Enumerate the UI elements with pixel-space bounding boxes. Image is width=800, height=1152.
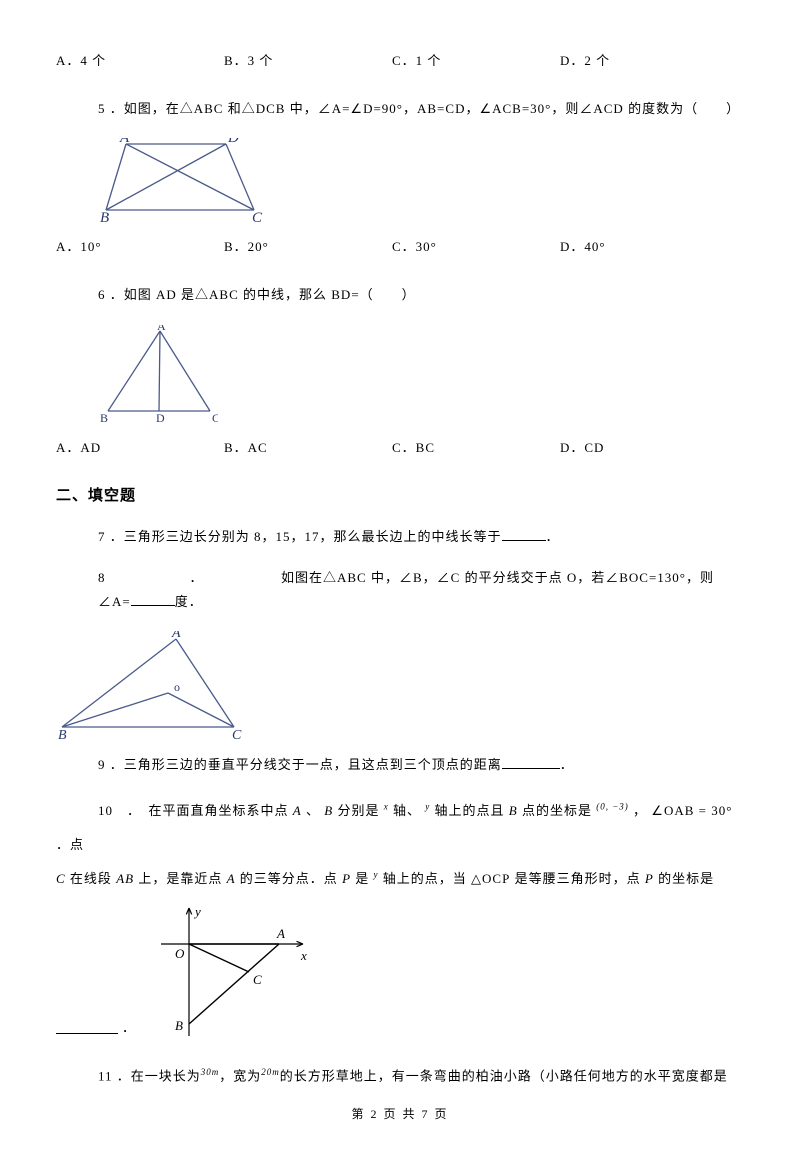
svg-text:A: A [119,138,130,146]
q10-y2: y [374,870,379,880]
q10-l1g: ， [633,803,647,818]
svg-text:B: B [58,728,67,739]
q11-post: 的长方形草地上，有一条弯曲的柏油小路（小路任何地方的水平宽度都是 [280,1068,728,1083]
q10-blank [56,1021,118,1034]
q11-wid: 20m [261,1067,280,1077]
q10-dot: ． [122,1017,135,1036]
q10-l1f: 点的坐标是 [522,803,592,818]
q6-opt-b: B．AC [224,437,392,456]
svg-text:y: y [193,904,201,919]
footer-a: 第 [351,1107,370,1121]
q10-l1h: ．点 [56,837,84,852]
footer-b: 页 共 [378,1107,421,1121]
q10-l1c: 分别是 [337,803,379,818]
q5-figure: A D B C [98,138,744,222]
q5-opt-d: D．40° [560,236,728,255]
footer-c: 页 [430,1107,449,1121]
q10-coord: (0, −3) [596,802,629,812]
q8-blank [131,593,175,606]
q10-l2a: 在线段 [70,871,112,886]
q9-blank [502,756,560,769]
q10-ang: ∠OAB = 30° [651,803,732,818]
q10-A1: A [293,803,302,818]
q10-B2: B [509,803,518,818]
q10-B1: B [324,803,333,818]
q10-C1: C [56,871,66,886]
q9: 9 ．三角形三边的垂直平分线交于一点，且这点到三个顶点的距离 ． [98,753,744,776]
svg-text:C: C [252,210,263,222]
q7-pre: 7 ．三角形三边长分别为 8，15，17，那么最长边上的中线长等于 [98,529,502,544]
svg-text:x: x [300,948,307,963]
q10-l2g: 的坐标是 [658,871,714,886]
q11-len: 30m [201,1067,220,1077]
svg-text:A: A [157,325,166,333]
footer-total: 7 [422,1107,430,1121]
q4-opt-c: C．1 个 [392,50,560,69]
q7-blank [502,528,546,541]
q5-text: 5 ．如图，在△ABC 和△DCB 中，∠A=∠D=90°，AB=CD，∠ACB… [98,97,744,120]
svg-text:o: o [174,680,180,694]
q6-opt-d: D．CD [560,437,728,456]
q10-A2: A [227,871,236,886]
q10-l2c: 的三等分点．点 [240,871,338,886]
q6-options: A．AD B．AC C．BC D．CD [56,437,744,456]
q10-l2e: 轴上的点，当 [383,871,467,886]
svg-text:C: C [232,728,242,739]
q6-figure: A B C D [98,325,744,423]
q9-post: ． [560,757,574,772]
svg-text:C: C [253,972,262,987]
q10-l1d: 轴、 [393,803,421,818]
q8: 8 ． 如图在△ABC 中，∠B，∠C 的平分线交于点 O，若∠BOC=130°… [98,566,744,613]
page-footer: 第 2 页 共 7 页 [56,1105,744,1122]
q10-l2d: 是 [355,871,369,886]
q10-P2: P [645,871,654,886]
q8-figure: A B Co [56,631,744,739]
svg-text:A: A [276,926,285,941]
svg-text:D: D [227,138,239,146]
q10-figure-row: ． O A B Cx y [56,904,744,1046]
q7-post: ． [546,529,560,544]
q6-opt-c: C．BC [392,437,560,456]
q10-AB: AB [116,871,134,886]
q10-tri: △OCP [471,871,510,886]
q10-l2f: 是等腰三角形时，点 [515,871,641,886]
q9-pre: 9 ．三角形三边的垂直平分线交于一点，且这点到三个顶点的距离 [98,757,502,772]
q10-l1b: 、 [306,803,320,818]
svg-text:B: B [175,1018,183,1033]
q10-l2b: 上，是靠近点 [138,871,222,886]
q6-opt-a: A．AD [56,437,224,456]
q5-opt-b: B．20° [224,236,392,255]
q7: 7 ．三角形三边长分别为 8，15，17，那么最长边上的中线长等于 ． [98,525,744,548]
q10-y1: y [425,802,430,812]
q11-pre: 11 ．在一块长为 [98,1068,201,1083]
svg-text:O: O [175,946,185,961]
q4-opt-a: A．4 个 [56,50,224,69]
svg-text:B: B [100,210,109,222]
q5-opt-a: A．10° [56,236,224,255]
q10-P1: P [342,871,351,886]
q6-text: 6 ．如图 AD 是△ABC 的中线，那么 BD=（ ） [98,283,744,306]
q10-x1: x [384,802,389,812]
q5-options: A．10° B．20° C．30° D．40° [56,236,744,255]
svg-text:D: D [156,411,165,423]
q5-opt-c: C．30° [392,236,560,255]
svg-text:B: B [100,411,108,423]
svg-text:C: C [212,411,218,423]
svg-text:A: A [171,631,181,641]
q10-l1e: 轴上的点且 [434,803,504,818]
q11-mid: ，宽为 [219,1068,261,1083]
q11: 11 ．在一块长为30m，宽为20m的长方形草地上，有一条弯曲的柏油小路（小路任… [98,1064,744,1088]
q10: 10 ． 在平面直角坐标系中点 A 、 B 分别是 x 轴、 y 轴上的点且 B… [56,794,744,895]
q4-opt-d: D．2 个 [560,50,728,69]
q4-opt-b: B．3 个 [224,50,392,69]
section-2-header: 二、填空题 [56,484,744,505]
q4-options: A．4 个 B．3 个 C．1 个 D．2 个 [56,50,744,69]
q10-l1a: 10 ． 在平面直角坐标系中点 [98,803,289,818]
q8-post: 度． [175,594,203,609]
